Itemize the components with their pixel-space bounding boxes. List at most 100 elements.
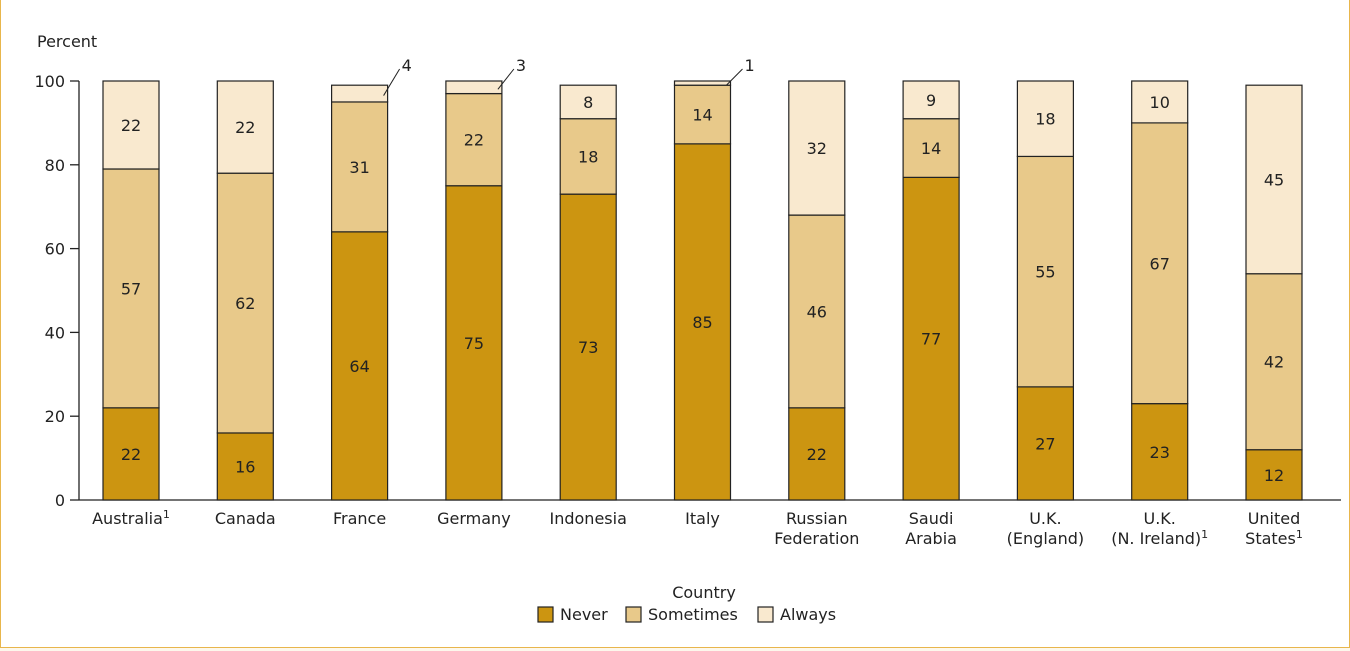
data-label: 62 — [235, 294, 255, 313]
bar-segment-always — [673, 80, 732, 86]
legend: Never Sometimes Always — [537, 605, 836, 624]
x-tick-label-line: Canada — [215, 509, 276, 528]
data-label: 73 — [578, 338, 598, 357]
data-label: 9 — [926, 91, 936, 110]
data-label-leader — [726, 68, 743, 86]
data-label: 12 — [1264, 466, 1284, 485]
legend-swatch-sometimes — [625, 606, 642, 623]
x-tick-label-line: Federation — [774, 529, 859, 548]
bar-segment-sometimes — [331, 101, 389, 233]
y-axis-label: Percent — [37, 32, 97, 51]
x-tick-label-line: U.K. — [1144, 509, 1176, 528]
data-label: 42 — [1264, 353, 1284, 372]
bar-segment-always — [1131, 80, 1189, 124]
data-label: 75 — [464, 334, 484, 353]
y-tick-label: 20 — [45, 407, 65, 426]
bar-segment-always — [216, 80, 274, 174]
bar-segment-always — [788, 80, 846, 216]
data-label: 22 — [464, 131, 484, 150]
data-label: 18 — [1035, 110, 1055, 129]
x-tick-label: Indonesia — [550, 509, 627, 528]
bar-segment-sometimes — [1016, 155, 1075, 388]
bar-segment-sometimes — [445, 92, 503, 187]
data-label: 16 — [235, 457, 255, 476]
bar-segment-sometimes — [788, 214, 846, 409]
bar-segment-always — [559, 84, 617, 120]
bar-segment-sometimes — [102, 168, 160, 409]
data-label-leader — [383, 68, 401, 96]
bar-segment-always — [102, 80, 160, 170]
bar-segment-sometimes — [1245, 273, 1303, 451]
data-label: 14 — [692, 106, 712, 125]
bar-segment-sometimes — [902, 118, 960, 178]
data-label: 3 — [516, 56, 526, 75]
data-label: 32 — [807, 139, 827, 158]
bar-segment-never — [102, 407, 160, 501]
x-tick-label: Canada — [215, 509, 276, 528]
y-tick-label: 100 — [34, 72, 65, 91]
data-label: 64 — [349, 357, 369, 376]
bar-segment-always — [902, 80, 960, 120]
x-tick-label: Russian Federation — [774, 509, 859, 548]
x-axis-label: Country — [672, 583, 736, 602]
x-tick-label-line: Germany — [437, 509, 511, 528]
x-tick-label-line: United — [1248, 509, 1301, 528]
data-label: 85 — [692, 313, 712, 332]
bar-segment-sometimes — [1131, 122, 1189, 405]
x-tick-label-footnote: 1 — [163, 508, 170, 521]
data-label: 46 — [807, 302, 827, 321]
data-label: 77 — [921, 330, 941, 349]
y-tick-label: 0 — [55, 491, 65, 510]
data-label: 57 — [121, 279, 141, 298]
data-label: 22 — [121, 445, 141, 464]
x-tick-label: U.K. (England) — [1007, 509, 1084, 548]
x-tick-label-line: Arabia — [905, 529, 957, 548]
x-tick-label-line: Russian — [786, 509, 848, 528]
x-tick-label-line: U.K. — [1029, 509, 1061, 528]
bar-segment-sometimes — [216, 172, 274, 434]
bar-segment-always — [331, 84, 389, 103]
bar-segment-never — [1131, 403, 1189, 501]
x-tick-label-line: Australia — [92, 509, 163, 528]
x-tick-label-line: (N. Ireland) — [1111, 529, 1201, 548]
data-label: 67 — [1150, 254, 1170, 273]
bar-segment-never — [902, 176, 960, 501]
x-tick-label-line: Indonesia — [550, 509, 627, 528]
data-label: 18 — [578, 147, 598, 166]
y-tick-label: 40 — [45, 323, 65, 342]
data-label: 4 — [402, 56, 412, 75]
data-label: 23 — [1150, 443, 1170, 462]
data-label: 55 — [1035, 263, 1055, 282]
y-tick-label: 80 — [45, 156, 65, 175]
bar-segment-never — [1245, 449, 1303, 501]
data-label: 8 — [583, 93, 593, 112]
x-tick-label: Germany — [437, 509, 511, 528]
x-tick-label-line: Saudi — [909, 509, 954, 528]
x-tick-label-line: States — [1245, 529, 1296, 548]
legend-swatch-always — [757, 606, 774, 623]
data-label: 45 — [1264, 170, 1284, 189]
legend-label: Never — [560, 605, 608, 624]
bar-segment-sometimes — [559, 118, 617, 195]
x-tick-label: U.K. (N. Ireland)1 — [1111, 509, 1208, 548]
legend-label: Always — [780, 605, 836, 624]
data-label: 27 — [1035, 434, 1055, 453]
x-tick-label-line: France — [333, 509, 386, 528]
x-tick-label: Italy — [685, 509, 720, 528]
x-tick-label: United States1 — [1245, 509, 1303, 548]
data-label: 10 — [1150, 93, 1170, 112]
legend-swatch-never — [537, 606, 554, 623]
x-tick-label-footnote: 1 — [1296, 528, 1303, 541]
x-tick-label-line: (England) — [1007, 529, 1084, 548]
data-label: 1 — [745, 56, 755, 75]
x-tick-label-footnote: 1 — [1201, 528, 1208, 541]
bar-segment-always — [1016, 80, 1075, 158]
bar-segment-always — [445, 80, 503, 95]
x-tick-label-line: Italy — [685, 509, 720, 528]
data-label-leader — [497, 68, 515, 90]
data-label: 14 — [921, 139, 941, 158]
bar-segment-never — [559, 193, 617, 501]
x-tick-label: France — [333, 509, 386, 528]
